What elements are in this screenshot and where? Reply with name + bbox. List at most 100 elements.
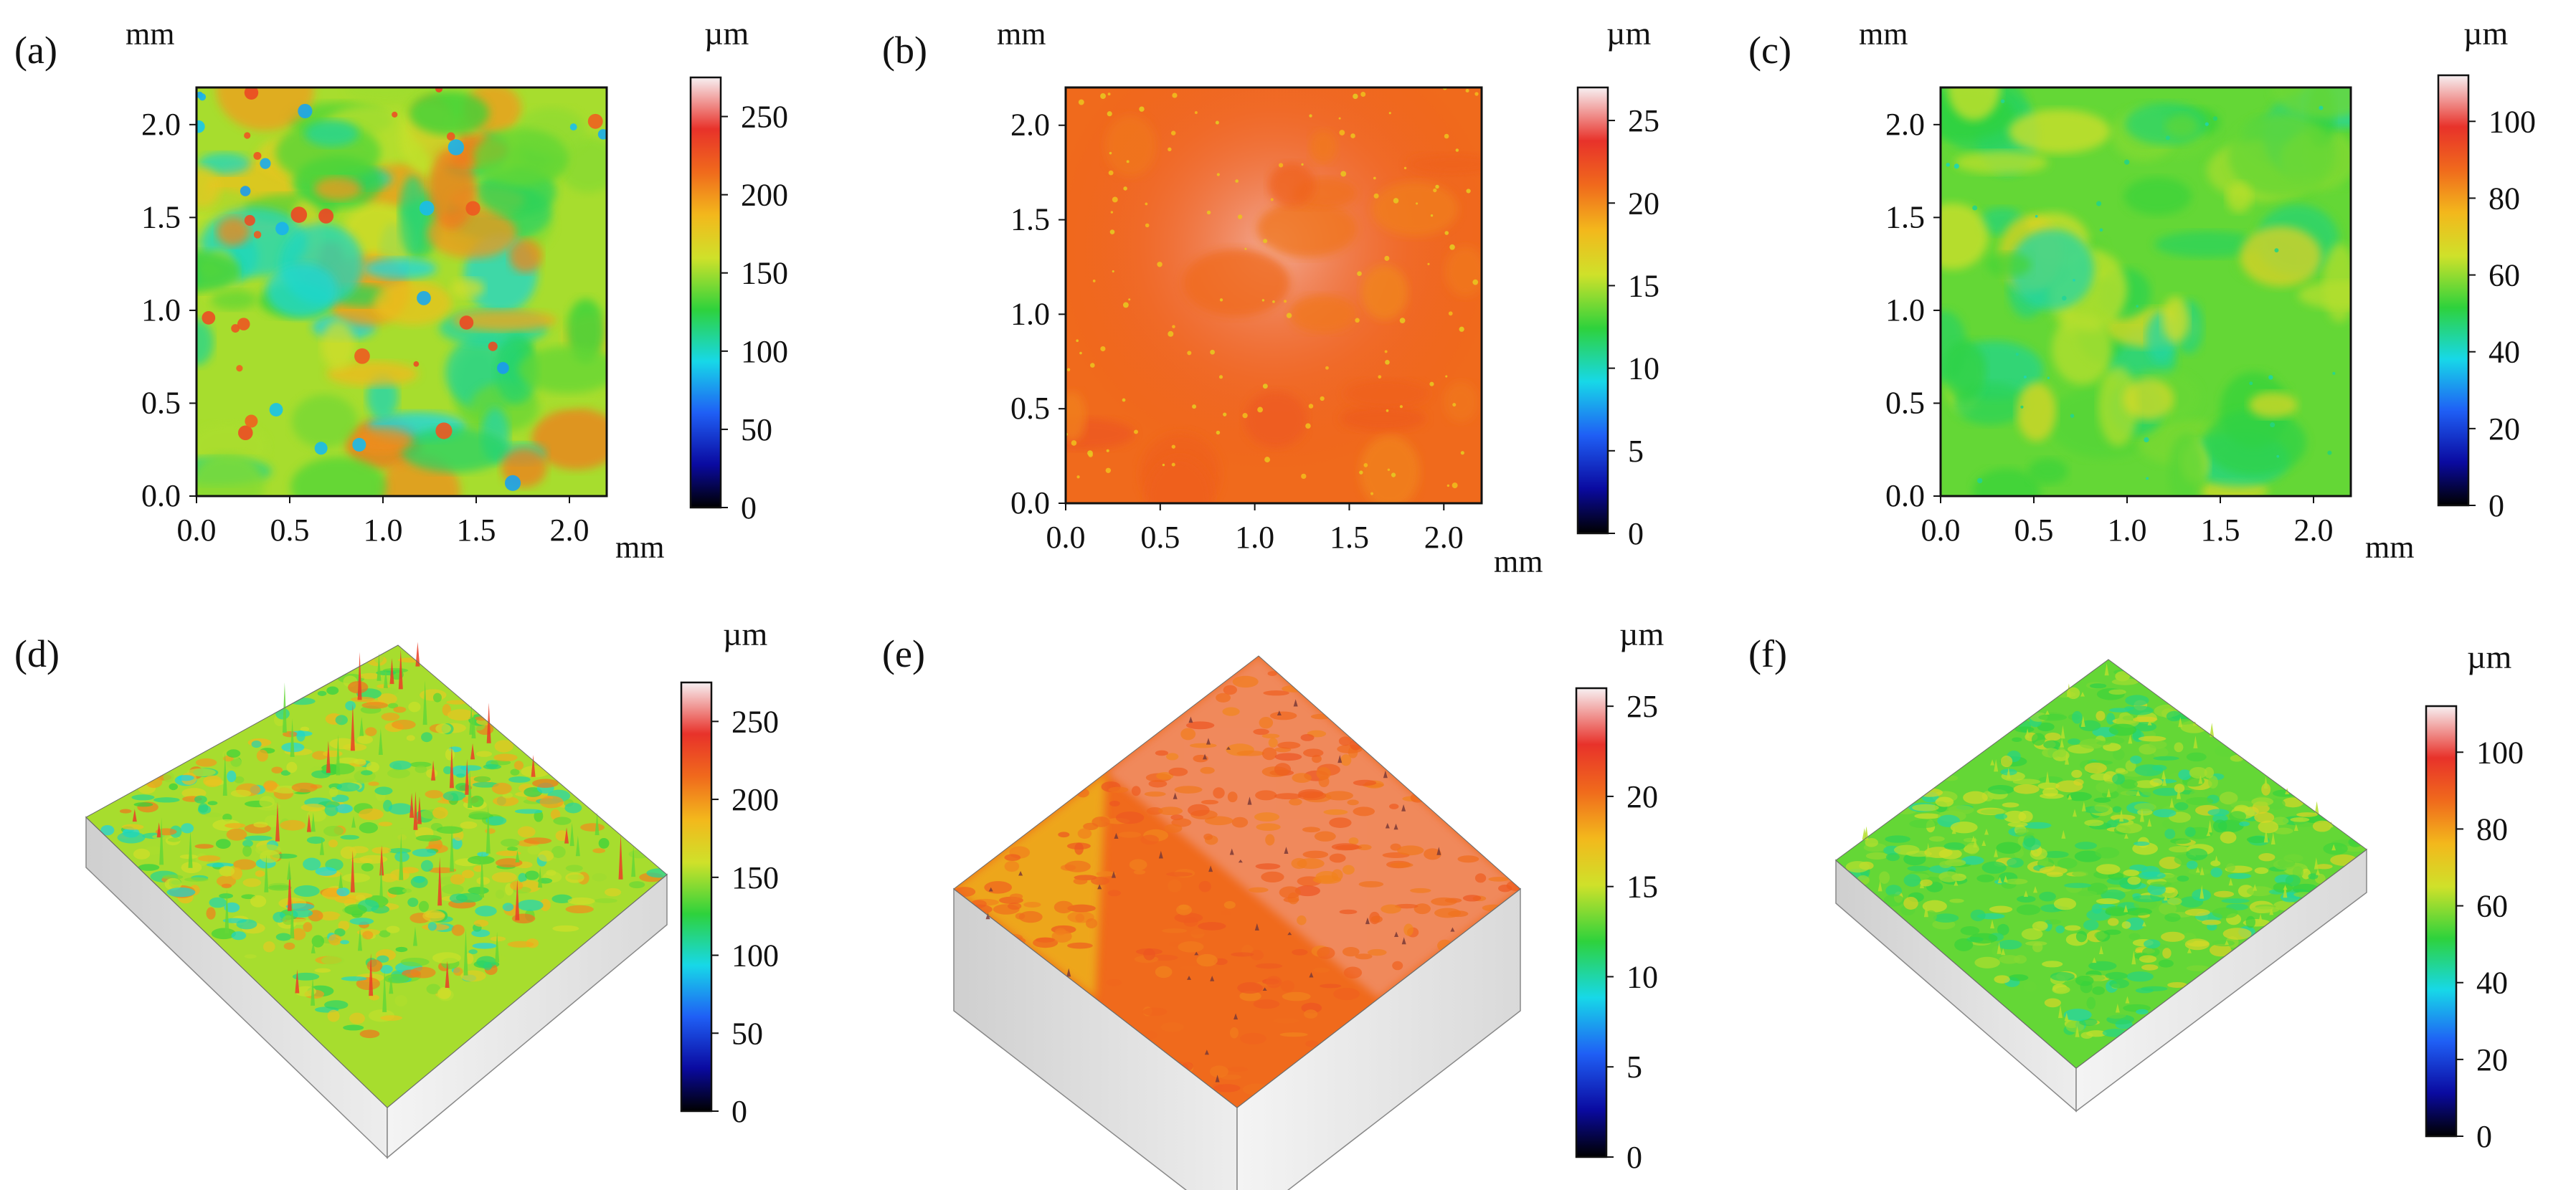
panel-b-x-ticks: 0.0 0.5 1.0 1.5 2.0 (1046, 503, 1464, 555)
y-tick-label: 2.0 (1885, 107, 1925, 142)
panel-e: (e) µm 0 5 10 15 20 25 (882, 616, 1665, 1190)
y-tick-label: 0.5 (1010, 391, 1050, 426)
panel-b-y-ticks: 0.0 0.5 1.0 1.5 2.0 (1010, 108, 1066, 520)
colorbar-tick-label: 40 (2489, 335, 2520, 370)
colorbar-tick-label: 100 (731, 938, 779, 974)
panel-a-map (195, 86, 608, 498)
colorbar-tick-label: 100 (741, 334, 788, 369)
x-tick-label: 0.0 (1921, 513, 1961, 548)
panel-b-map (1064, 86, 1483, 505)
colorbar-tick-label: 0 (741, 490, 757, 525)
colorbar-tick-label: 20 (1626, 779, 1658, 814)
x-tick-label: 1.0 (1235, 520, 1274, 555)
colorbar-tick-label: 60 (2489, 258, 2520, 293)
panel-c-y-ticks: 0.0 0.5 1.0 1.5 2.0 (1885, 107, 1941, 513)
colorbar-tick-label: 150 (741, 256, 788, 291)
y-tick-label: 1.5 (1885, 199, 1925, 234)
x-tick-label: 1.0 (364, 513, 403, 548)
colorbar-tick-label: 50 (731, 1016, 763, 1051)
colorbar-tick-label: 200 (731, 782, 779, 817)
panel-c-y-unit: mm (1859, 16, 1908, 52)
x-tick-label: 2.0 (1424, 520, 1464, 555)
x-tick-label: 1.5 (1330, 520, 1369, 555)
panel-e-label: (e) (882, 632, 925, 675)
colorbar-tick-label: 5 (1628, 434, 1644, 469)
y-tick-label: 0.5 (141, 385, 181, 420)
colorbar-tick-label: 0 (731, 1094, 747, 1129)
x-tick-label: 1.0 (2108, 513, 2147, 548)
panel-d-colorbar: µm 0 50 100 150 200 250 (680, 616, 779, 1129)
panel-b-y-unit: mm (997, 16, 1046, 52)
panel-a-x-ticks: 0.0 0.5 1.0 1.5 2.0 (177, 496, 589, 548)
x-tick-label: 0.0 (1046, 520, 1086, 555)
colorbar-tick-label: 250 (731, 704, 779, 739)
x-tick-label: 1.5 (2201, 513, 2240, 548)
panel-c-label: (c) (1748, 29, 1791, 72)
panel-b: (b) mm 0.0 0.5 1.0 1.5 2.0 0.0 0.5 1.0 1.5 2.0 m… (882, 15, 1659, 579)
colorbar-tick-label: 25 (1626, 689, 1658, 724)
colorbar-tick-label: 25 (1628, 103, 1659, 138)
y-tick-label: 0.0 (141, 478, 181, 513)
colorbar-unit: µm (723, 616, 768, 652)
panel-a-label: (a) (14, 29, 57, 72)
colorbar-tick-label: 0 (2476, 1119, 2492, 1154)
panel-a: (a) mm 0.0 0.5 1.0 1.5 2.0 0.0 0.5 1.0 1.5 2.0 m… (14, 15, 788, 565)
x-tick-label: 0.5 (2014, 513, 2054, 548)
panel-f-colorbar: µm 0 20 40 60 80 100 (2425, 639, 2524, 1154)
x-tick-label: 2.0 (550, 513, 589, 548)
panel-d-label: (d) (14, 632, 60, 675)
x-tick-label: 2.0 (2294, 513, 2334, 548)
colorbar-tick-label: 0 (1628, 516, 1644, 551)
y-tick-label: 1.0 (1885, 292, 1925, 328)
panel-c-map (1939, 86, 2352, 498)
panel-a-y-unit: mm (126, 16, 174, 52)
x-tick-label: 0.5 (1140, 520, 1180, 555)
colorbar-tick-label: 10 (1628, 351, 1659, 386)
panel-a-x-unit: mm (615, 530, 664, 565)
x-tick-label: 1.5 (457, 513, 496, 548)
panel-b-x-unit: mm (1494, 544, 1543, 579)
panel-a-y-ticks: 0.0 0.5 1.0 1.5 2.0 (141, 107, 196, 513)
y-tick-label: 0.5 (1885, 385, 1925, 420)
x-tick-label: 0.5 (270, 513, 310, 548)
colorbar-tick-label: 0 (2489, 488, 2504, 523)
panel-c-x-unit: mm (2365, 530, 2414, 565)
colorbar-tick-label: 10 (1626, 959, 1658, 994)
panel-c-colorbar: µm 0 20 40 60 80 100 (2437, 15, 2536, 523)
y-tick-label: 0.0 (1885, 478, 1925, 513)
panel-e-surface (953, 655, 1521, 1190)
y-tick-label: 2.0 (141, 107, 181, 142)
panel-f-label: (f) (1748, 632, 1787, 675)
panel-c-x-ticks: 0.0 0.5 1.0 1.5 2.0 (1921, 496, 2334, 548)
colorbar-unit: µm (704, 15, 749, 52)
y-tick-label: 1.0 (1010, 296, 1050, 331)
x-tick-label: 0.0 (177, 513, 217, 548)
panel-f: (f) µm 0 20 40 60 80 100 (1748, 632, 2524, 1154)
colorbar-unit: µm (1619, 616, 1665, 652)
colorbar-tick-label: 0 (1626, 1140, 1642, 1175)
colorbar-unit: µm (2467, 639, 2512, 675)
y-tick-label: 2.0 (1010, 108, 1050, 143)
panel-e-colorbar: µm 0 5 10 15 20 25 (1575, 616, 1665, 1175)
colorbar-tick-label: 80 (2489, 181, 2520, 216)
colorbar-tick-label: 20 (1628, 186, 1659, 221)
y-tick-label: 0.0 (1010, 485, 1050, 520)
colorbar-tick-label: 15 (1628, 268, 1659, 303)
panel-f-surface (1835, 659, 2367, 1113)
panel-c: (c) mm 0.0 0.5 1.0 1.5 2.0 0.0 0.5 1.0 1.5 2.0 m… (1748, 15, 2536, 565)
panel-b-label: (b) (882, 29, 927, 72)
colorbar-tick-label: 5 (1626, 1049, 1642, 1085)
panel-d: (d) µm 0 50 100 150 200 250 (14, 616, 779, 1159)
colorbar-tick-label: 60 (2476, 889, 2508, 924)
colorbar-tick-label: 100 (2489, 104, 2536, 139)
colorbar-tick-label: 200 (741, 178, 788, 213)
colorbar-tick-label: 250 (741, 100, 788, 135)
colorbar-tick-label: 80 (2476, 811, 2508, 847)
panel-a-colorbar: µm 0 50 100 150 200 250 (689, 15, 788, 525)
y-tick-label: 1.0 (141, 292, 181, 328)
y-tick-label: 1.5 (1010, 202, 1050, 237)
colorbar-tick-label: 20 (2476, 1042, 2508, 1077)
colorbar-tick-label: 40 (2476, 966, 2508, 1001)
y-tick-label: 1.5 (141, 199, 181, 234)
